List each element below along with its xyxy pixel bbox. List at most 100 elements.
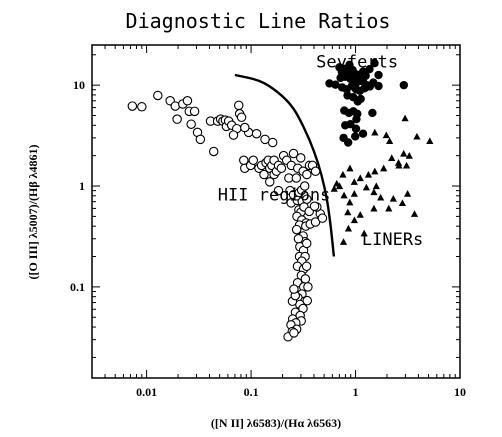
liner-point: [370, 204, 378, 212]
hii-region-point: [236, 112, 247, 123]
x-tick-label: 0.1: [244, 385, 259, 399]
liner-point: [380, 164, 388, 172]
hii-region-point: [153, 90, 163, 101]
liner-point: [371, 167, 379, 175]
liner-point: [333, 179, 341, 187]
liners-series: [330, 114, 434, 245]
hii-region-point: [299, 181, 310, 191]
x-axis-label: ([N II] λ6583)/(Hα λ6563): [211, 416, 341, 430]
seyfert-point: [343, 138, 353, 147]
hii-region-point: [240, 122, 250, 133]
liner-point: [370, 188, 378, 196]
liner-point: [350, 190, 358, 197]
hii-region-point: [276, 163, 287, 174]
seyfert-point: [368, 108, 377, 118]
seyfert-point: [370, 59, 379, 68]
liner-point: [426, 137, 434, 144]
hii-region-point: [239, 155, 249, 166]
hii-region-point: [288, 148, 299, 159]
x-tick-label: 10: [454, 385, 466, 399]
seyfert-point: [356, 94, 365, 104]
seyfert-point: [365, 64, 374, 74]
liner-point: [403, 190, 412, 197]
liner-point: [401, 114, 409, 122]
liner-point: [377, 193, 385, 201]
hii-regions-label: HII regions: [218, 185, 331, 205]
liner-point: [364, 170, 373, 178]
seyfert-point: [346, 120, 355, 129]
hii-region-point: [291, 224, 302, 235]
hii-region-point: [296, 153, 306, 163]
liner-point: [388, 154, 396, 161]
liners-label: LINERs: [362, 230, 423, 250]
hii-region-point: [248, 155, 259, 166]
hii-region-point: [182, 96, 193, 106]
hii-regions-series: [127, 90, 328, 342]
hii-region-point: [189, 106, 200, 117]
y-tick-label: 0.1: [70, 280, 85, 294]
seyfert-point: [351, 132, 360, 141]
liner-point: [395, 161, 403, 169]
hii-region-point: [310, 166, 321, 177]
hii-region-point: [172, 114, 182, 124]
liner-point: [372, 182, 380, 190]
seyfert-point: [374, 70, 383, 80]
liner-point: [402, 161, 411, 169]
liner-point: [410, 210, 419, 217]
y-tick-label: 10: [73, 78, 85, 92]
liner-point: [356, 174, 364, 182]
hii-region-point: [259, 169, 269, 180]
seyfert-point: [351, 124, 361, 133]
liner-point: [385, 204, 393, 212]
hii-region-point: [137, 102, 147, 112]
liner-point: [386, 137, 394, 144]
hii-region-point: [300, 274, 311, 284]
seyfert-point: [331, 80, 340, 89]
liner-point: [356, 211, 364, 218]
seyfert-point: [352, 114, 361, 124]
seyfert-point: [365, 82, 375, 91]
x-tick-label: 1: [353, 385, 359, 399]
hii-region-point: [251, 128, 262, 139]
hii-region-point: [302, 169, 312, 180]
axis-ticks: 0.01 0.1 1 10 0.1 1 10: [70, 45, 466, 399]
liner-point: [346, 164, 354, 172]
x-tick-label: 0.01: [136, 385, 157, 399]
hii-region-point: [289, 284, 299, 294]
liner-point: [371, 128, 379, 136]
liner-point: [340, 191, 348, 199]
hii-region-point: [267, 137, 278, 148]
liner-point: [382, 131, 390, 139]
hii-region-point: [186, 119, 196, 129]
hii-region-point: [265, 177, 275, 187]
liner-point: [362, 183, 370, 191]
hii-region-point: [301, 261, 312, 272]
hii-region-point: [302, 295, 313, 306]
seyferts-series: [325, 59, 409, 147]
chart-title: Diagnostic Line Ratios: [126, 9, 391, 33]
seyfert-point: [374, 81, 383, 91]
hii-region-point: [228, 130, 239, 140]
hii-region-point: [301, 238, 312, 249]
liner-point: [389, 195, 397, 202]
seyferts-label: Seyferts: [316, 52, 398, 72]
hii-region-point: [293, 234, 304, 244]
liner-point: [330, 185, 338, 192]
hii-region-point: [309, 201, 320, 212]
y-tick-label: 1: [79, 179, 85, 193]
liner-point: [398, 199, 407, 206]
liner-point: [346, 198, 354, 206]
hii-region-point: [127, 101, 138, 111]
hii-region-point: [303, 282, 313, 292]
liner-point: [360, 229, 368, 237]
hii-region-point: [289, 328, 299, 338]
hii-region-point: [208, 146, 219, 157]
liner-point: [344, 224, 353, 232]
y-axis-label: ([O III] λ5007)/(Hβ λ4861): [26, 144, 40, 279]
liner-point: [339, 238, 348, 245]
hii-region-point: [291, 173, 302, 183]
liner-point: [413, 132, 421, 140]
hii-region-point: [317, 213, 328, 223]
